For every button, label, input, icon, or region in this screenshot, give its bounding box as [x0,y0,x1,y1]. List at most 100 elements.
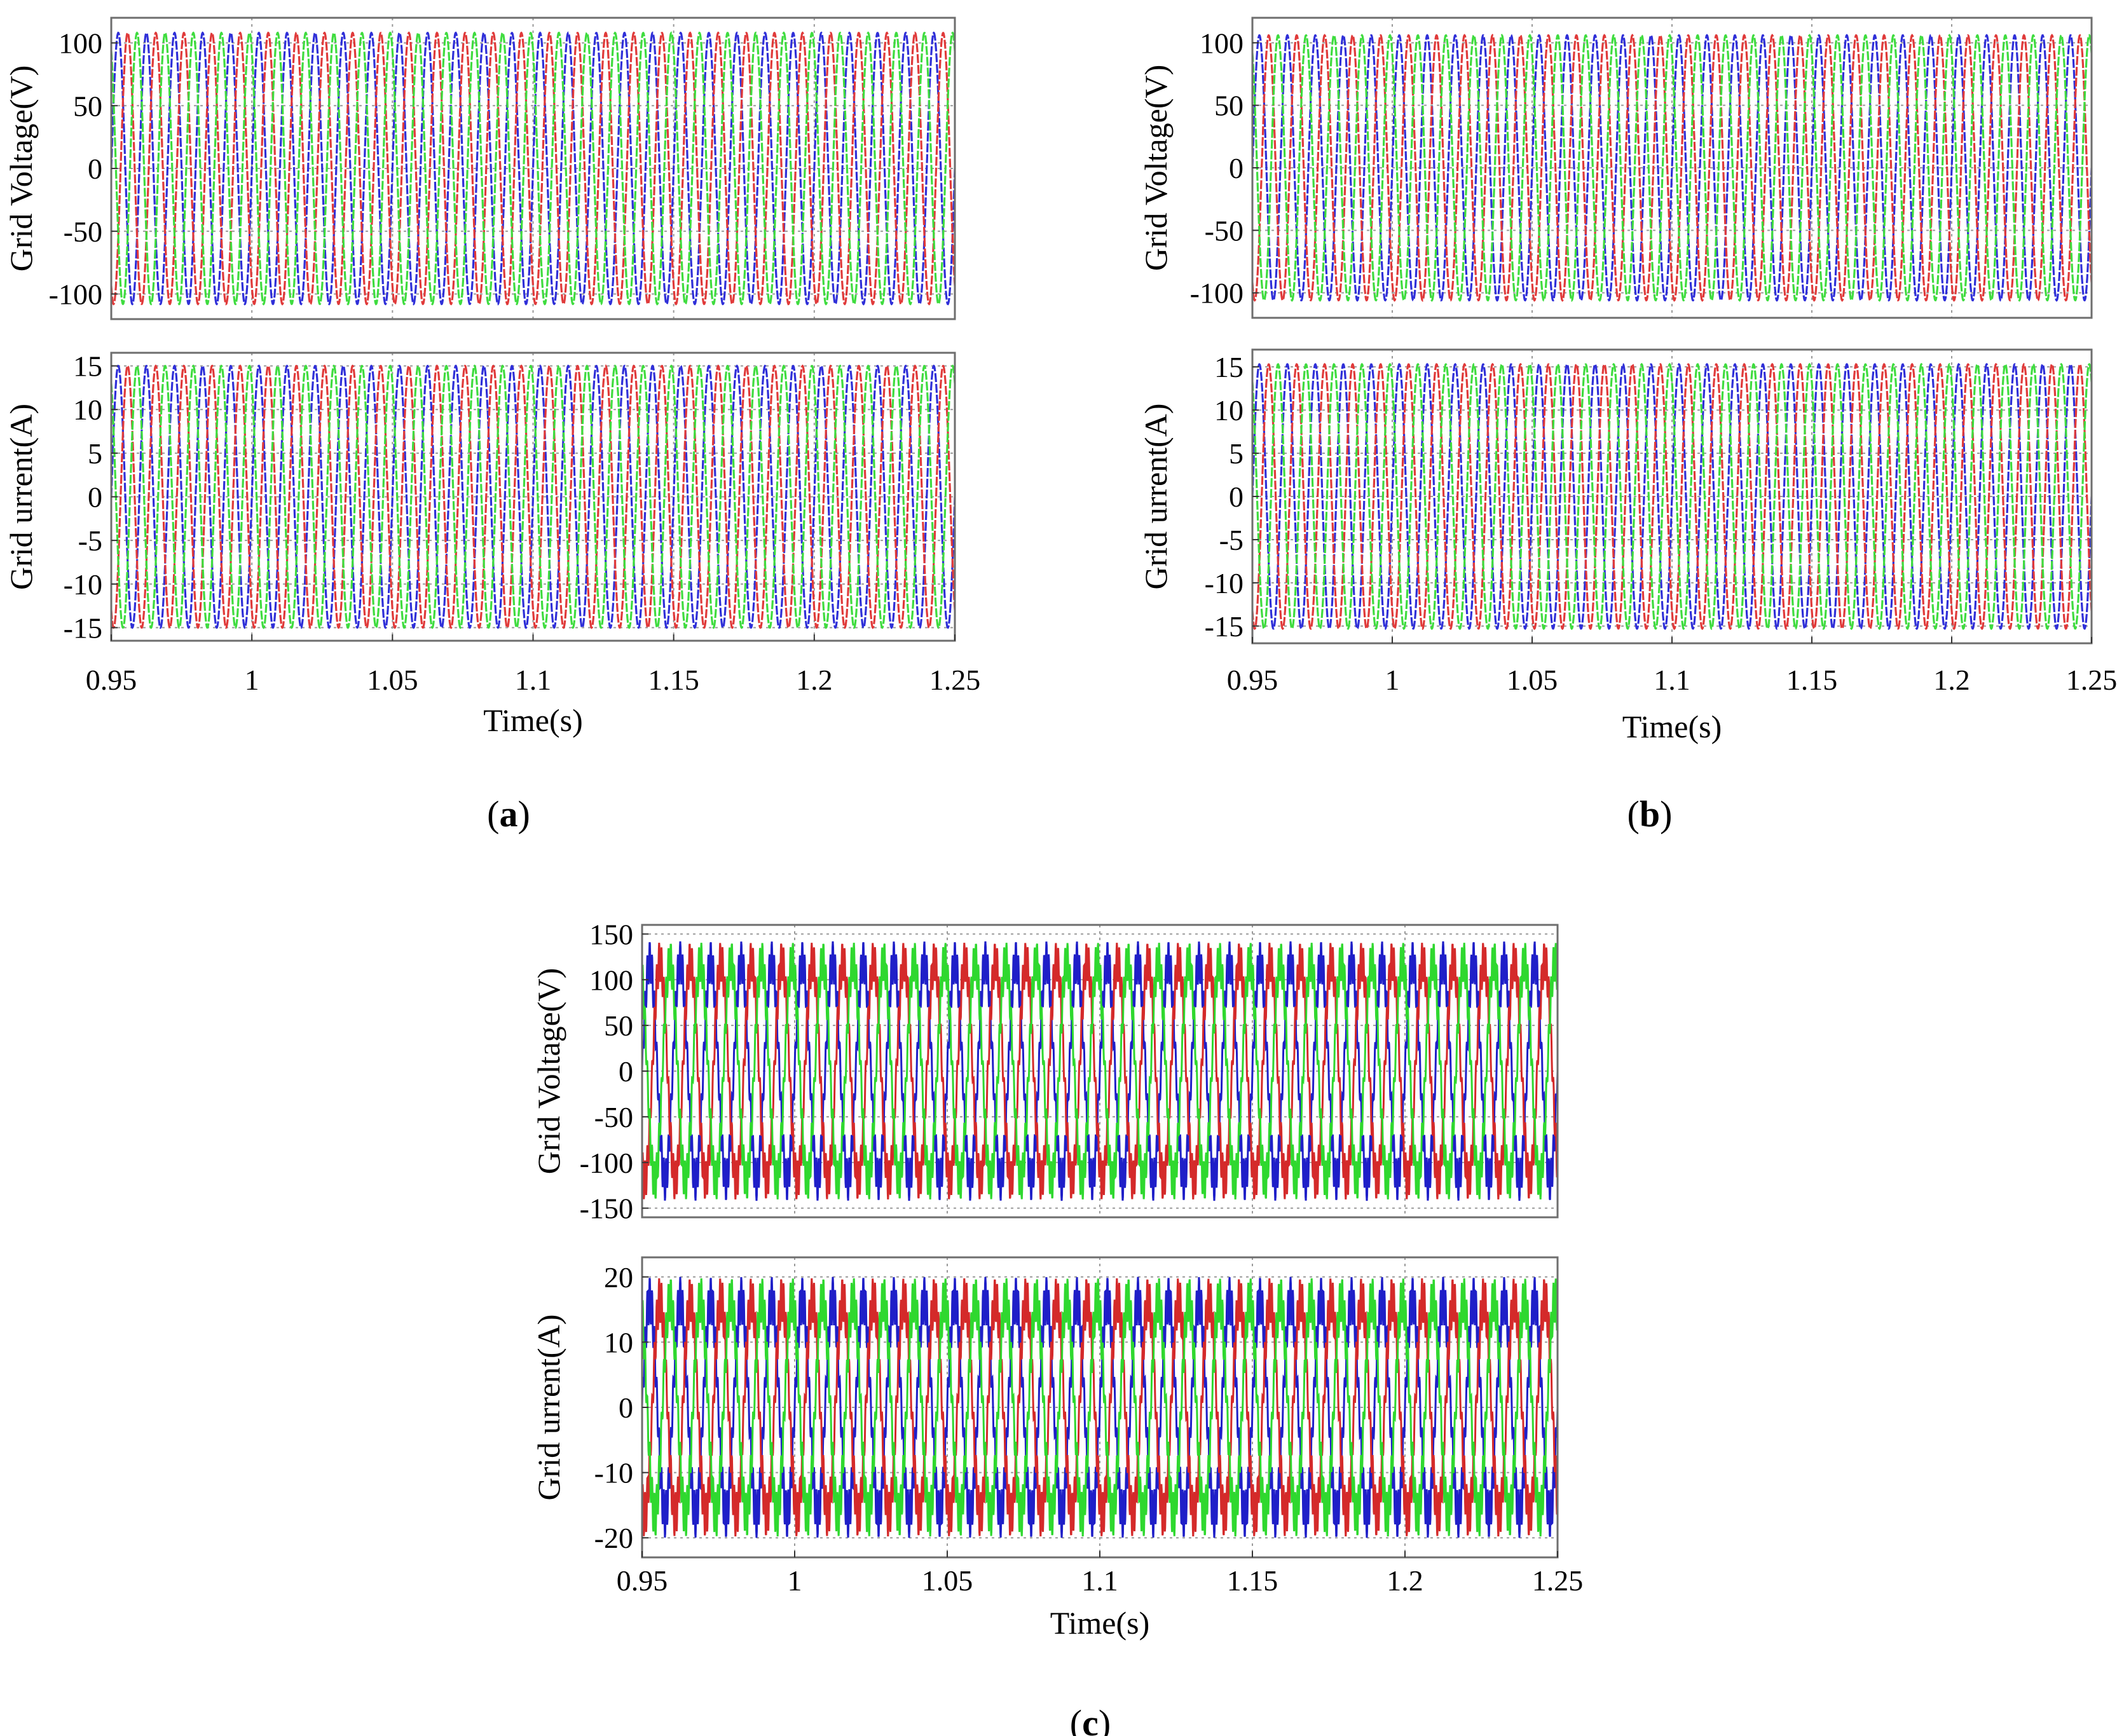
series-line-phase-2 [1252,362,2092,631]
subplot-c-voltage: 150 100 50 0 -50 -100 -150 Grid Voltage(V) [531,918,1559,1225]
series-line-phase-1 [111,31,955,306]
y-tick-label: -150 [580,1193,633,1225]
y-tick-label: 0 [1229,152,1243,184]
series-line-phase-3 [642,943,1558,1199]
y-axis-label: Grid Voltage(V) [3,65,39,272]
y-tick-label: 100 [58,27,102,60]
y-tick-label: 0 [1229,481,1243,513]
y-tick-label: 15 [1214,351,1243,383]
x-axis-label: Time(s) [1050,1605,1150,1641]
y-tick-label: 5 [88,437,102,470]
x-tick-label: 1.25 [2066,664,2117,696]
subplot-b-current: 15 10 5 0 -5 -10 -15 Grid urrent(A) 0.95 1 1.05 1.1… [1138,348,2117,744]
y-tick-label: 20 [604,1261,633,1294]
x-tick-label: 1.05 [367,664,418,696]
y-axis-label: Grid urrent(A) [3,404,39,590]
y-tick-label: 10 [1214,394,1243,427]
series-line-phase-3 [1252,362,2092,631]
y-tick-label: -50 [64,215,102,248]
y-tick-label: 50 [73,90,102,122]
x-tick-label: 1 [245,664,259,696]
y-tick-label: -15 [1205,610,1243,643]
y-tick-label: 15 [73,350,102,383]
x-tick-label: 1.15 [1786,664,1838,696]
y-tick-label: 150 [589,918,633,950]
y-tick-label: 5 [1229,437,1243,470]
series-line-phase-1 [1252,34,2092,302]
series-line-phase-1 [642,941,1558,1201]
x-tick-label: 1.15 [648,664,699,696]
x-tick-label: 1.1 [515,664,552,696]
y-tick-label: -100 [49,278,102,311]
x-axis-label: Time(s) [1622,709,1722,744]
x-tick-label: 1.1 [1654,664,1690,696]
x-tick-label: 1.15 [1227,1564,1278,1597]
series-line-phase-3 [111,31,955,306]
series-line-phase-2 [1252,34,2092,302]
series-group [1252,362,2092,631]
y-tick-label: -15 [64,612,102,644]
x-tick-label: 1.1 [1081,1564,1118,1597]
y-tick-label: 0 [619,1391,633,1424]
x-tick-label: 1.25 [929,664,981,696]
series-line-phase-3 [1252,34,2092,302]
x-tick-label: 1 [1385,664,1400,696]
x-tick-label: 1.2 [796,664,833,696]
series-group [111,364,955,629]
caption-close-paren: ) [1099,1702,1111,1736]
series-line-phase-2 [642,943,1558,1199]
series-line-phase-3 [642,1278,1558,1536]
y-tick-label: 50 [604,1009,633,1042]
y-axis-label: Grid urrent(A) [531,1315,566,1501]
y-tick-label: -50 [1205,214,1243,247]
series-line-phase-2 [111,364,955,629]
panel-caption: (b) [1627,793,1673,835]
caption-open-paren: ( [1627,793,1640,835]
panel-caption: (c) [1070,1702,1111,1736]
subplot-b-voltage: 100 50 0 -50 -100 Grid Voltage(V) [1138,17,2093,319]
y-tick-label: 0 [88,153,102,185]
x-tick-label: 0.95 [617,1564,668,1597]
series-line-phase-2 [111,31,955,306]
x-tick-label: 1.2 [1387,1564,1423,1597]
y-axis-label: Grid urrent(A) [1138,404,1174,590]
x-tick-label: 0.95 [86,664,137,696]
x-tick-label: 1.2 [1933,664,1970,696]
series-line-phase-1 [111,364,955,629]
y-tick-label: -5 [78,524,102,557]
y-axis-label: Grid Voltage(V) [531,968,566,1175]
y-tick-label: 10 [73,393,102,426]
series-group [1252,34,2092,302]
y-tick-label: -10 [64,568,102,601]
subplot-a-current: 15 10 5 0 -5 -10 -15 Grid urrent(A) 0.95 1 1.05 1.1… [3,350,980,738]
caption-close-paren: ) [518,793,530,835]
y-tick-label: 50 [1214,90,1243,122]
y-tick-label: 100 [589,964,633,996]
y-tick-label: -10 [1205,567,1243,599]
series-group [642,941,1558,1201]
series-line-phase-3 [111,364,955,629]
y-tick-label: -100 [1190,277,1243,310]
caption-letter: b [1640,793,1660,835]
y-tick-label: 100 [1200,27,1243,59]
x-tick-label: 1 [788,1564,802,1597]
y-tick-label: -50 [594,1101,633,1133]
caption-letter: c [1082,1702,1099,1736]
subplot-a-voltage: 100 50 0 -50 -100 Grid Voltage(V) [3,17,956,320]
caption-open-paren: ( [1070,1702,1082,1736]
x-tick-label: 1.05 [922,1564,973,1597]
y-axis-label: Grid Voltage(V) [1138,65,1174,271]
panel-caption: (a) [487,793,530,835]
y-tick-label: -5 [1219,524,1243,556]
x-tick-label: 1.25 [1532,1564,1584,1597]
y-tick-label: -10 [594,1457,633,1489]
y-tick-label: 0 [88,481,102,514]
caption-letter: a [500,793,518,835]
y-tick-label: -100 [580,1147,633,1179]
series-line-phase-2 [642,1278,1558,1536]
y-tick-label: -20 [594,1522,633,1554]
